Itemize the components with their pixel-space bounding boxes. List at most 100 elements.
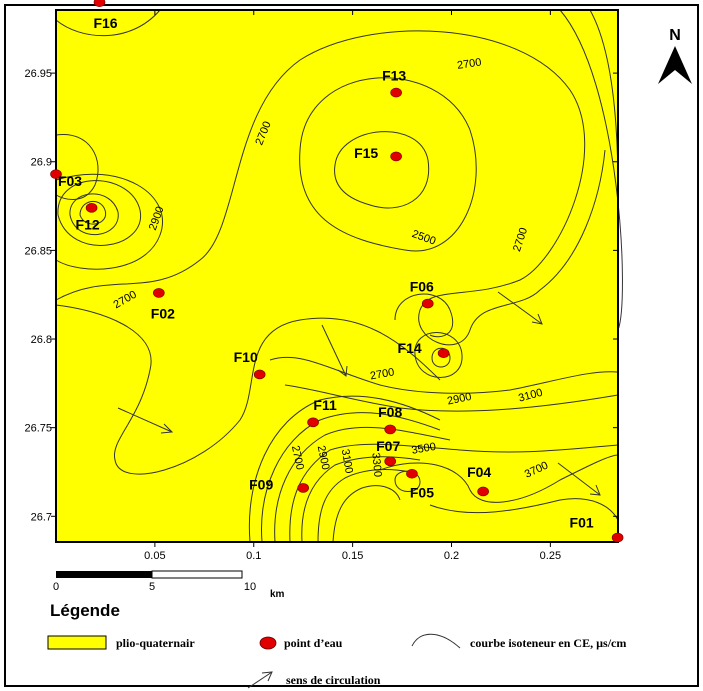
flow-arrow xyxy=(321,324,348,377)
contour-2900-mid xyxy=(269,356,619,394)
well-point-f14 xyxy=(437,348,450,359)
well-point-f02 xyxy=(153,288,165,298)
well-label-f07: F07 xyxy=(376,438,400,454)
north-arrow: N xyxy=(658,27,692,84)
y-tick-label: 26.7 xyxy=(31,511,52,523)
contour-3500 xyxy=(379,454,619,503)
contour-f12-inner xyxy=(79,200,107,225)
legend-swatch-plio xyxy=(47,635,107,650)
contour-f12-mid xyxy=(69,193,119,236)
contour-2700-f15 xyxy=(299,77,477,252)
contour-label: 3500 xyxy=(411,441,437,457)
contour-label: 3300 xyxy=(369,452,383,477)
map-area xyxy=(56,10,618,542)
scale-bar: 0 5 10 km xyxy=(53,570,285,600)
y-tick-label: 26.8 xyxy=(31,334,52,346)
legend-label-contour: courbe isoteneur en CE, µs/cm xyxy=(470,636,626,650)
well-point-f10 xyxy=(253,369,266,380)
x-tick-label: 0.1 xyxy=(246,550,261,562)
y-tick-label: 26.75 xyxy=(24,423,52,435)
contour-2700-main xyxy=(55,30,606,346)
contour-f16 xyxy=(55,9,161,37)
well-label-f10: F10 xyxy=(234,349,258,365)
axis-ticks: 0.05 0.1 0.15 0.2 0.25 26.95 26.9 26.85 26.8 26.7… xyxy=(24,10,618,562)
contour-f14-inner xyxy=(431,347,451,368)
scale-bar-black xyxy=(56,571,152,578)
scale-label-5: 5 xyxy=(149,581,155,593)
well-label-f06: F06 xyxy=(410,278,434,294)
well-point-f13 xyxy=(390,87,402,98)
well-point-f05 xyxy=(406,468,418,479)
contour-3100-mid xyxy=(284,384,619,412)
scale-label-10: 10 xyxy=(244,581,256,593)
well-point-f16 xyxy=(93,0,106,7)
legend-label-flow: sens de circulation xyxy=(286,673,381,687)
contour-2700-west xyxy=(55,304,441,475)
well-label-f16: F16 xyxy=(93,15,117,31)
contour-f14-outer xyxy=(414,332,463,378)
well-point-f08 xyxy=(384,424,396,435)
well-point-f12 xyxy=(85,203,98,213)
well-label-f14: F14 xyxy=(398,340,422,356)
x-tick-label: 0.15 xyxy=(342,550,363,562)
well-label-f02: F02 xyxy=(151,306,175,322)
well-label-f12: F12 xyxy=(76,217,100,233)
contour-2500-f15 xyxy=(334,131,430,209)
north-arrow-icon xyxy=(658,46,675,84)
map-border xyxy=(55,9,619,543)
contour-f05 xyxy=(394,470,421,492)
contour-label: 2700 xyxy=(369,366,395,382)
well-point-f04 xyxy=(477,486,489,497)
legend-label-plio: plio-quaternair xyxy=(116,636,195,650)
contour-label: 3100 xyxy=(339,448,355,474)
x-tick-label: 0.2 xyxy=(444,550,459,562)
well-label-f09: F09 xyxy=(249,477,273,493)
well-label-f04: F04 xyxy=(467,464,491,480)
well-label-f05: F05 xyxy=(410,484,434,500)
well-label-f03: F03 xyxy=(58,173,82,189)
y-tick-label: 26.95 xyxy=(24,68,52,80)
well-label-f08: F08 xyxy=(378,404,402,420)
well-label-f01: F01 xyxy=(570,514,594,530)
well-label-f15: F15 xyxy=(354,145,378,161)
y-tick-label: 26.9 xyxy=(31,157,52,169)
scale-unit: km xyxy=(270,589,285,600)
contour-label: 2900 xyxy=(315,445,332,471)
flow-arrow xyxy=(557,462,601,496)
contour-2900-f12 xyxy=(55,173,163,270)
legend-contour-icon xyxy=(411,633,461,649)
contour-south-4 xyxy=(289,443,619,543)
north-label: N xyxy=(669,27,681,44)
flow-arrow xyxy=(497,291,543,325)
legend-label-well: point d’eau xyxy=(284,636,343,650)
contour-lines xyxy=(55,9,623,543)
scale-label-0: 0 xyxy=(53,581,59,593)
well-label-f11: F11 xyxy=(313,397,337,413)
well-point-f15 xyxy=(390,151,402,162)
contour-east-1 xyxy=(559,9,623,331)
contour-f03 xyxy=(55,134,99,200)
contour-south-7 xyxy=(332,485,401,543)
y-tick-label: 26.85 xyxy=(24,245,52,257)
contour-south-6 xyxy=(317,469,411,543)
contour-south-3 xyxy=(274,426,451,543)
x-tick-label: 0.05 xyxy=(144,550,165,562)
contour-south-1 xyxy=(248,395,441,543)
x-tick-label: 0.25 xyxy=(540,550,561,562)
contour-label: 2700 xyxy=(456,57,482,72)
contour-south-2 xyxy=(261,412,441,543)
wells: F16 F13 F15 F03 F12 F02 F06 F14 F10 F11 F08 F07 F05 F… xyxy=(50,0,624,543)
contour-label: 2900 xyxy=(446,391,472,408)
legend-well-icon xyxy=(259,636,277,650)
contour-south-5 xyxy=(301,456,421,543)
well-point-f03 xyxy=(50,169,62,179)
contour-3700 xyxy=(429,498,619,521)
scale-bar-white xyxy=(151,570,243,579)
contour-label: 2700 xyxy=(289,445,306,471)
contour-f06 xyxy=(394,293,453,338)
flow-arrow xyxy=(117,407,174,434)
well-point-f06 xyxy=(421,298,434,309)
well-point-f07 xyxy=(384,456,396,467)
north-arrow-icon-right xyxy=(675,46,692,84)
